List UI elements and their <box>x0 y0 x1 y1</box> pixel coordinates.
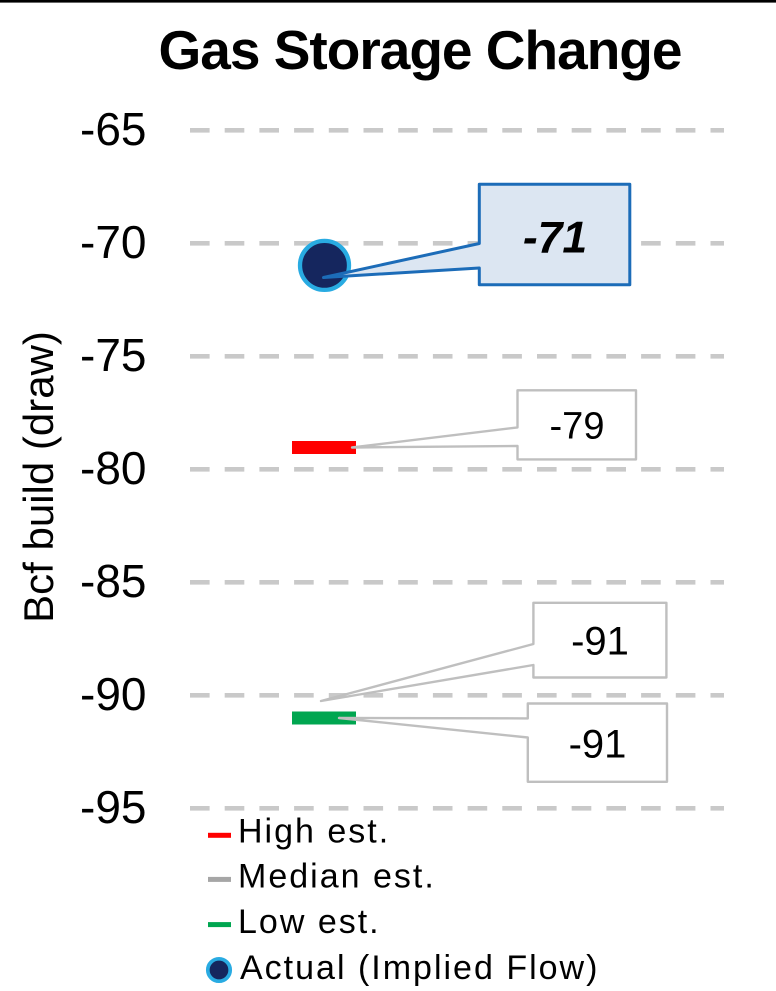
svg-text:Gas Storage Change: Gas Storage Change <box>159 19 682 81</box>
svg-text:Bcf build (draw): Bcf build (draw) <box>15 331 62 623</box>
svg-text:-80: -80 <box>80 442 146 494</box>
svg-text:-91: -91 <box>571 620 629 664</box>
svg-text:-95: -95 <box>80 781 146 833</box>
svg-text:-85: -85 <box>80 555 146 607</box>
svg-text:-90: -90 <box>80 668 146 720</box>
svg-text:High est.: High est. <box>238 812 390 850</box>
svg-text:-71: -71 <box>523 214 587 263</box>
svg-text:Actual (Implied Flow): Actual (Implied Flow) <box>240 949 599 987</box>
svg-text:-91: -91 <box>569 722 627 766</box>
svg-text:-65: -65 <box>80 103 146 155</box>
svg-text:-75: -75 <box>80 329 146 381</box>
svg-text:-79: -79 <box>550 406 605 448</box>
svg-text:Low est.: Low est. <box>238 903 381 941</box>
svg-text:Median est.: Median est. <box>238 857 436 895</box>
svg-text:-70: -70 <box>80 216 146 268</box>
